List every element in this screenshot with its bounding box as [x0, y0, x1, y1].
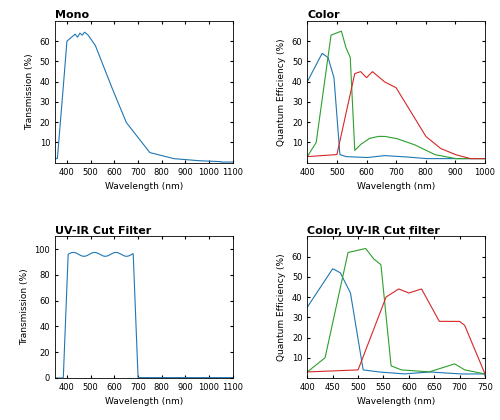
X-axis label: Wavelength (nm): Wavelength (nm) — [104, 397, 183, 407]
Text: Color, UV-IR Cut filter: Color, UV-IR Cut filter — [308, 226, 440, 236]
Y-axis label: Transmission (%): Transmission (%) — [25, 53, 34, 130]
Text: Color: Color — [308, 10, 340, 20]
Text: UV-IR Cut Filter: UV-IR Cut Filter — [55, 226, 151, 236]
Y-axis label: Quantum Efficiency (%): Quantum Efficiency (%) — [278, 253, 286, 361]
X-axis label: Wavelength (nm): Wavelength (nm) — [357, 182, 436, 191]
X-axis label: Wavelength (nm): Wavelength (nm) — [357, 397, 436, 407]
Y-axis label: Transmission (%): Transmission (%) — [20, 269, 29, 346]
Y-axis label: Quantum Efficiency (%): Quantum Efficiency (%) — [278, 38, 286, 146]
X-axis label: Wavelength (nm): Wavelength (nm) — [104, 182, 183, 191]
Text: Mono: Mono — [55, 10, 89, 20]
